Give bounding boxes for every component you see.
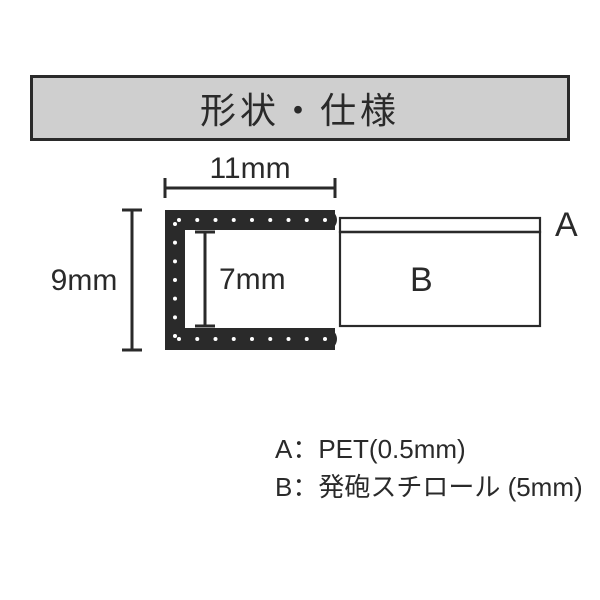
label-a: A <box>555 206 578 244</box>
legend: A：PET(0.5mm) B：発砲スチロール (5mm) <box>275 430 583 506</box>
dim-inner: 7mm <box>219 263 286 296</box>
title-bar: 形状・仕様 <box>30 75 570 141</box>
legend-a: A：PET(0.5mm) <box>275 430 583 468</box>
dim-outer: 9mm <box>51 264 118 297</box>
profile-diagram: 11mm9mm7mmAB <box>40 160 560 420</box>
legend-b: B：発砲スチロール (5mm) <box>275 468 583 506</box>
dim-top: 11mm <box>209 152 290 185</box>
label-b: B <box>410 261 433 299</box>
title-text: 形状・仕様 <box>200 82 400 134</box>
